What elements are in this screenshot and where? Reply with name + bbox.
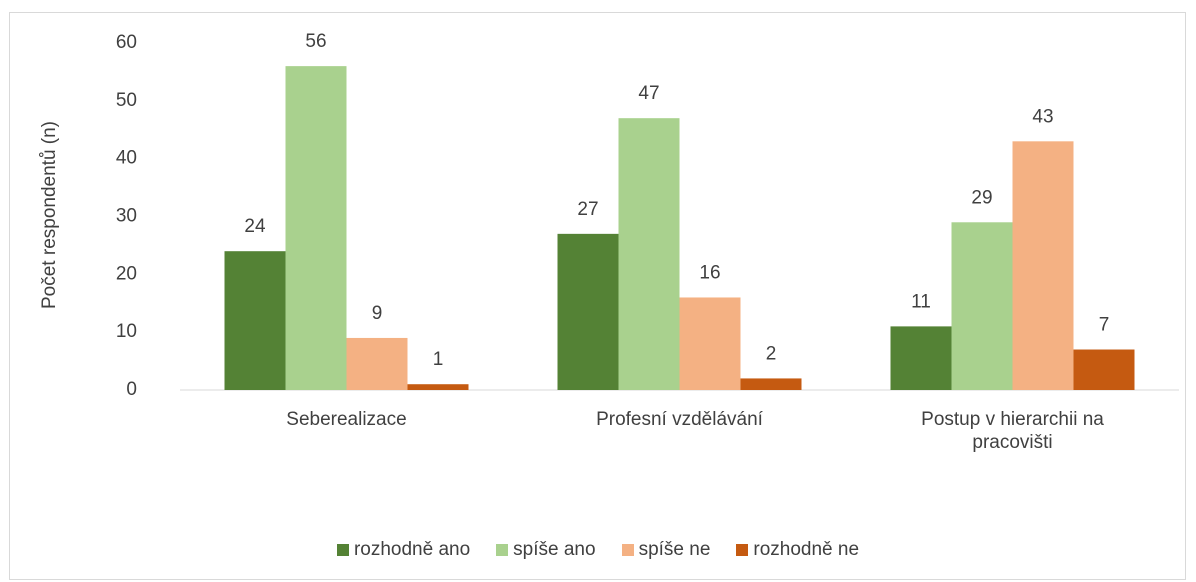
- bar: [1073, 349, 1135, 390]
- data-label: 9: [372, 303, 383, 324]
- y-tick-label: 10: [116, 321, 137, 342]
- bar: [618, 118, 680, 390]
- legend-swatch: [736, 544, 749, 556]
- y-tick-label: 40: [116, 148, 137, 169]
- legend-swatch: [621, 544, 634, 556]
- bar: [557, 233, 619, 390]
- y-axis-label: Počet respondentů (n): [39, 121, 60, 309]
- data-label: 2: [766, 343, 777, 364]
- bar: [951, 222, 1013, 390]
- data-label: 29: [971, 187, 992, 208]
- x-tick-label: Postup v hierarchii na pracovišti: [921, 409, 1104, 453]
- legend-item: spíše ano: [496, 539, 596, 561]
- data-label: 47: [638, 83, 659, 104]
- data-label: 27: [577, 199, 598, 220]
- bar: [285, 66, 347, 390]
- legend-item: spíše ne: [621, 539, 711, 561]
- legend-label: spíše ne: [638, 539, 711, 560]
- x-tick-label: Seberealizace: [286, 409, 407, 430]
- data-label: 7: [1099, 315, 1110, 336]
- data-label: 1: [433, 349, 444, 370]
- y-tick-label: 30: [116, 206, 137, 227]
- legend: rozhodně ano spíše ano spíše ne rozhodně ne: [0, 539, 1196, 561]
- bar: [1012, 141, 1074, 390]
- legend-label: rozhodně ano: [353, 539, 471, 560]
- legend-swatch: [336, 544, 349, 556]
- bar: [679, 297, 741, 390]
- chart-border: [9, 12, 1186, 580]
- data-label: 24: [244, 216, 266, 237]
- bar: [740, 378, 802, 390]
- legend-item: rozhodně ne: [736, 539, 859, 561]
- y-tick-label: 50: [116, 90, 137, 111]
- legend-item: rozhodně ano: [336, 539, 471, 561]
- y-tick-label: 20: [116, 263, 137, 284]
- bar: [890, 326, 952, 390]
- bar: [346, 337, 408, 390]
- legend-label: spíše ano: [513, 539, 596, 560]
- data-label: 11: [911, 291, 931, 312]
- data-label: 16: [699, 262, 720, 283]
- legend-label: rozhodně ne: [753, 539, 860, 560]
- bar: [224, 251, 286, 390]
- y-tick-label: 60: [116, 32, 137, 53]
- data-label: 43: [1032, 106, 1053, 127]
- data-label: 56: [305, 31, 326, 52]
- legend-swatch: [496, 544, 509, 556]
- y-tick-label: 0: [126, 379, 137, 400]
- bar: [407, 384, 469, 390]
- x-tick-label: Profesní vzdělávání: [596, 409, 763, 430]
